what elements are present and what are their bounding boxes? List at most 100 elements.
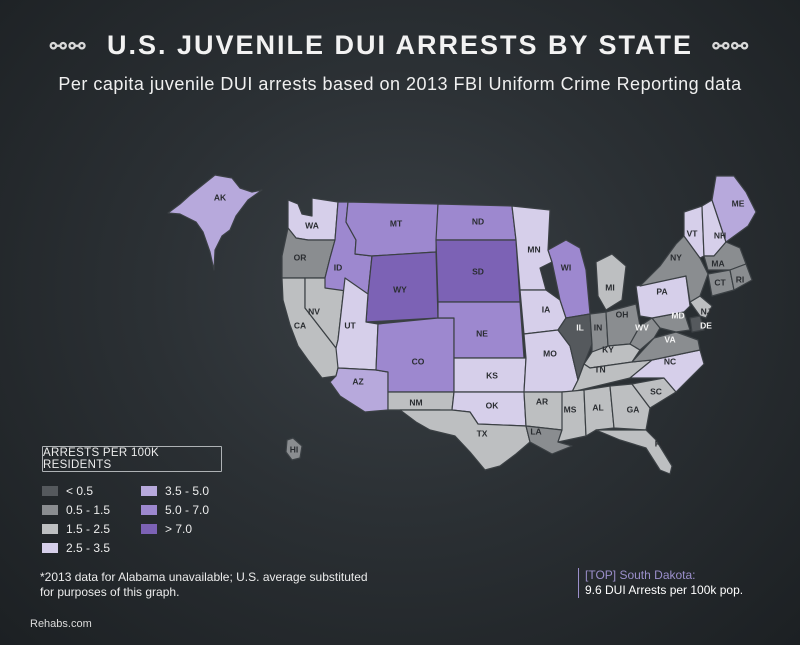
state-label-FL: FL <box>655 438 665 448</box>
legend-item: 1.5 - 2.5 <box>42 522 110 536</box>
state-label-KY: KY <box>602 344 614 354</box>
state-label-TN: TN <box>594 364 605 374</box>
state-label-IA: IA <box>542 304 551 314</box>
state-RI <box>729 263 753 291</box>
legend-swatch <box>42 505 58 515</box>
legend: < 0.5 0.5 - 1.5 1.5 - 2.5 2.5 - 3.5 3.5 … <box>42 484 282 555</box>
state-label-CT: CT <box>714 277 726 287</box>
state-ME <box>711 175 757 243</box>
legend-swatch <box>141 505 157 515</box>
state-label-PA: PA <box>656 286 667 296</box>
legend-item: 0.5 - 1.5 <box>42 503 110 517</box>
state-MN <box>511 205 553 291</box>
legend-label: 1.5 - 2.5 <box>66 522 111 536</box>
state-label-NE: NE <box>476 328 488 338</box>
state-label-SD: SD <box>472 266 484 276</box>
legend-swatch <box>141 524 157 534</box>
state-TX <box>399 409 531 471</box>
state-label-NC: NC <box>664 356 676 366</box>
state-label-VA: VA <box>664 334 675 344</box>
state-label-NH: NH <box>714 230 726 240</box>
state-DE <box>689 315 705 333</box>
state-label-CA: CA <box>294 320 306 330</box>
state-label-WI: WI <box>561 262 571 272</box>
state-label-MD: MD <box>671 310 684 320</box>
page-subtitle: Per capita juvenile DUI arrests based on… <box>58 74 742 94</box>
legend-item: < 0.5 <box>42 484 93 498</box>
state-label-MN: MN <box>527 244 540 254</box>
legend-item: 2.5 - 3.5 <box>42 541 110 555</box>
state-label-HI: HI <box>290 444 299 454</box>
legend-label: > 7.0 <box>165 522 193 536</box>
state-label-UT: UT <box>344 320 356 330</box>
state-label-OH: OH <box>616 309 629 319</box>
state-label-ID: ID <box>334 262 343 272</box>
state-label-NV: NV <box>308 306 320 316</box>
state-label-MI: MI <box>605 282 614 292</box>
legend-swatch <box>141 486 157 496</box>
state-label-NM: NM <box>409 397 422 407</box>
legend-label: 0.5 - 1.5 <box>66 503 111 517</box>
state-label-GA: GA <box>627 404 640 414</box>
state-label-KS: KS <box>486 370 498 380</box>
state-label-RI: RI <box>736 274 745 284</box>
state-AK <box>167 174 263 271</box>
state-label-OR: OR <box>294 252 307 262</box>
state-WY <box>365 251 439 323</box>
state-label-IN: IN <box>594 322 603 332</box>
legend-item: 3.5 - 5.0 <box>141 484 209 498</box>
legend-item: > 7.0 <box>141 522 192 536</box>
state-FL <box>595 429 673 475</box>
state-label-TX: TX <box>477 428 488 438</box>
state-MS <box>557 389 587 443</box>
state-CO <box>375 317 455 393</box>
state-label-NJ: NJ <box>701 306 712 316</box>
state-label-WV: WV <box>635 322 649 332</box>
state-WA <box>287 197 339 241</box>
legend-item: 5.0 - 7.0 <box>141 503 209 517</box>
state-label-CO: CO <box>412 356 425 366</box>
legend-swatch <box>42 524 58 534</box>
state-label-MS: MS <box>564 404 577 414</box>
state-label-WA: WA <box>305 220 319 230</box>
state-label-DE: DE <box>700 320 712 330</box>
state-MA <box>703 241 747 271</box>
top-state-detail: 9.6 DUI Arrests per 100k pop. <box>585 583 744 597</box>
state-MI <box>595 253 627 311</box>
state-VT <box>683 205 705 259</box>
legend-label: 5.0 - 7.0 <box>165 503 210 517</box>
footnote: *2013 data for Alabama unavailable; U.S.… <box>40 570 368 599</box>
state-label-AK: AK <box>214 192 227 202</box>
state-label-AZ: AZ <box>352 376 363 386</box>
top-state-tag: [TOP] South Dakota: <box>585 568 696 582</box>
state-label-LA: LA <box>530 426 541 436</box>
state-MT <box>345 201 439 257</box>
legend-swatch <box>42 543 58 553</box>
state-label-WY: WY <box>393 284 407 294</box>
legend-label: < 0.5 <box>66 484 94 498</box>
top-state-callout: [TOP] South Dakota: 9.6 DUI Arrests per … <box>578 568 795 598</box>
state-label-AL: AL <box>592 402 603 412</box>
state-label-SC: SC <box>650 386 662 396</box>
state-label-MT: MT <box>390 218 403 228</box>
state-HI <box>285 437 303 461</box>
state-label-IL: IL <box>576 322 584 332</box>
state-label-OK: OK <box>486 400 500 410</box>
state-label-ND: ND <box>472 216 484 226</box>
chain-link-icon: ⚯⚯ <box>712 36 751 59</box>
legend-swatch <box>42 486 58 496</box>
state-label-NY: NY <box>670 252 682 262</box>
chain-link-icon: ⚯⚯ <box>49 36 88 59</box>
legend-label: 3.5 - 5.0 <box>165 484 210 498</box>
legend-label: 2.5 - 3.5 <box>66 541 111 555</box>
state-label-MA: MA <box>711 258 724 268</box>
page-title: ⚯⚯ U.S. JUVENILE DUI ARRESTS BY STATE ⚯⚯ <box>0 30 800 61</box>
state-NY <box>639 235 709 303</box>
state-label-VT: VT <box>687 228 699 238</box>
state-label-AR: AR <box>536 396 548 406</box>
state-AL <box>583 385 615 437</box>
legend-title: ARRESTS PER 100K RESIDENTS <box>42 446 222 472</box>
state-label-MO: MO <box>543 348 557 358</box>
